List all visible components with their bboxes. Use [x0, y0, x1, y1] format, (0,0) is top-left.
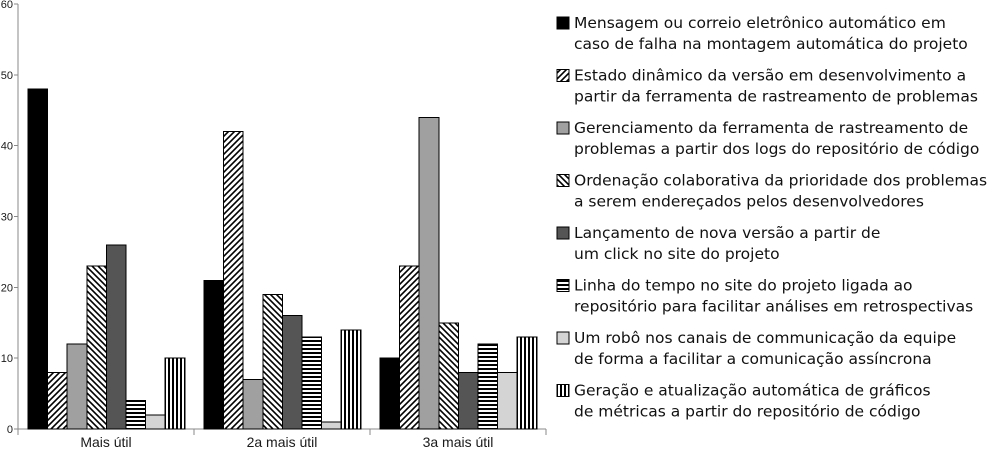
- y-tick-label: 20: [1, 282, 13, 294]
- legend-label-8: de métricas a partir do repositório de c…: [574, 403, 920, 421]
- bar-series-1-3: [379, 357, 401, 430]
- legend-swatch-2: [556, 69, 570, 82]
- legend-label-5: um click no site do projeto: [574, 245, 780, 263]
- bar-series-7-1: [145, 414, 166, 430]
- y-tick-label: 60: [1, 0, 13, 11]
- legend-label-8: Geração e atualização automática de gráf…: [574, 382, 931, 400]
- y-tick-label: 40: [1, 141, 13, 153]
- legend-label-6: repositório para facilitar análises em r…: [574, 298, 973, 316]
- y-tick-label: 10: [1, 353, 13, 365]
- bar-series-8-2: [340, 329, 362, 430]
- bar-series-4-2: [262, 293, 283, 430]
- axis-labels: 0 10 20 30 40 50 60 Mais útil 2a mais útil 3a mai…: [1, 0, 494, 450]
- bar-series-2-1: [47, 371, 68, 430]
- legend-swatch-6: [556, 279, 570, 292]
- bar-series-5-2: [281, 315, 303, 430]
- legend-label-5: Lançamento de nova versão a partir de: [574, 224, 880, 242]
- bar-series-2-3: [399, 265, 420, 430]
- legend-swatch-1: [556, 16, 570, 30]
- bar-series-1-2: [203, 279, 225, 430]
- x-tick-label: 3a mais útil: [423, 434, 494, 450]
- bar-series-7-2: [321, 421, 342, 430]
- legend-swatch-5: [556, 226, 570, 240]
- bar-series-6-3: [477, 343, 499, 430]
- bar-series-5-3: [457, 371, 479, 430]
- bar-series-6-2: [301, 336, 323, 430]
- bar-series-3-2: [242, 378, 264, 430]
- bar-series-4-3: [438, 322, 459, 430]
- bar-series-6-1: [125, 400, 147, 430]
- legend-swatch-3: [556, 121, 570, 135]
- legend-swatch-7: [556, 331, 570, 345]
- y-tick-label: 0: [7, 424, 13, 436]
- bar-series-4-1: [86, 265, 107, 430]
- legend: Mensagem ou correio eletrônico automátic…: [556, 14, 987, 421]
- bar-series-7-3: [497, 371, 518, 430]
- x-tick-label: 2a mais útil: [247, 434, 318, 450]
- legend-label-4: Ordenação colaborativa da prioridade dos…: [574, 172, 987, 190]
- legend-label-4: a serem endereçados pelos desenvolvedore…: [574, 193, 924, 211]
- legend-label-2: Estado dinâmico da versão em desenvolvim…: [574, 67, 966, 85]
- legend-swatch-4: [556, 174, 570, 187]
- y-tick-label: 30: [1, 212, 13, 224]
- bar-series-1-1: [27, 88, 49, 430]
- bar-series-5-1: [105, 244, 127, 430]
- bars: [27, 88, 538, 430]
- legend-label-3: Gerenciamento da ferramenta de rastreame…: [574, 119, 968, 137]
- bar-series-8-3: [516, 336, 538, 430]
- legend-label-2: partir da ferramenta de rastreamento de …: [574, 88, 978, 106]
- bar-series-3-1: [66, 343, 88, 430]
- bar-series-2-2: [223, 131, 244, 430]
- legend-label-7: de forma a facilitar a comunicação assín…: [574, 350, 932, 368]
- legend-label-6: Linha do tempo no site do projeto ligada…: [574, 277, 913, 295]
- bar-series-3-3: [418, 116, 440, 430]
- legend-label-7: Um robô nos canais de communicação da eq…: [574, 329, 956, 347]
- legend-label-3: problemas a partir dos logs do repositór…: [574, 140, 979, 158]
- legend-label-1: Mensagem ou correio eletrônico automátic…: [574, 14, 946, 32]
- x-tick-label: Mais útil: [80, 434, 131, 450]
- legend-swatch-8: [556, 384, 570, 397]
- bar-series-8-1: [164, 357, 186, 430]
- y-tick-label: 50: [1, 70, 13, 82]
- legend-label-1: caso de falha na montagem automática do …: [574, 35, 968, 53]
